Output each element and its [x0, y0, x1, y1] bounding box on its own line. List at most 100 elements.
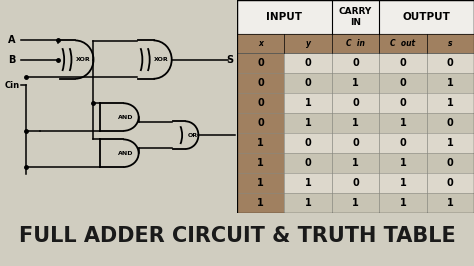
- Text: 0: 0: [352, 178, 359, 188]
- Bar: [284, 53, 332, 73]
- Text: C  out: C out: [390, 39, 416, 48]
- Text: CARRY
IN: CARRY IN: [339, 7, 372, 27]
- Text: s: s: [448, 39, 453, 48]
- Text: 0: 0: [447, 118, 454, 128]
- Bar: [332, 133, 379, 153]
- Bar: [379, 193, 427, 213]
- Text: 1: 1: [257, 178, 264, 188]
- Bar: [427, 73, 474, 93]
- Bar: [427, 113, 474, 133]
- Text: OR: OR: [188, 133, 198, 138]
- Bar: [332, 53, 379, 73]
- Bar: [284, 153, 332, 173]
- Text: AND: AND: [118, 115, 133, 119]
- Bar: [427, 173, 474, 193]
- Text: y: y: [306, 39, 310, 48]
- Text: 1: 1: [257, 158, 264, 168]
- Text: 0: 0: [257, 118, 264, 128]
- Text: 1: 1: [447, 98, 454, 108]
- Text: 0: 0: [305, 78, 311, 88]
- Text: 0: 0: [400, 58, 406, 68]
- Text: B: B: [8, 55, 16, 65]
- Bar: [379, 153, 427, 173]
- Text: 0: 0: [305, 138, 311, 148]
- Text: 1: 1: [400, 158, 406, 168]
- Bar: [237, 173, 284, 193]
- Bar: [284, 193, 332, 213]
- Bar: [332, 153, 379, 173]
- Bar: [284, 93, 332, 113]
- Bar: [427, 93, 474, 113]
- Text: 1: 1: [400, 118, 406, 128]
- Bar: [284, 73, 332, 93]
- Bar: [332, 173, 379, 193]
- Text: 0: 0: [400, 138, 406, 148]
- Text: 1: 1: [257, 198, 264, 208]
- Text: 1: 1: [400, 178, 406, 188]
- Text: 0: 0: [257, 58, 264, 68]
- Text: 1: 1: [305, 118, 311, 128]
- Text: x: x: [258, 39, 263, 48]
- Bar: [237, 153, 284, 173]
- Text: 0: 0: [352, 98, 359, 108]
- Text: XOR: XOR: [154, 57, 169, 62]
- Bar: [332, 73, 379, 93]
- Text: 1: 1: [352, 158, 359, 168]
- Bar: [427, 133, 474, 153]
- Text: 0: 0: [447, 178, 454, 188]
- Text: 0: 0: [400, 98, 406, 108]
- Bar: [379, 113, 427, 133]
- Bar: [332, 113, 379, 133]
- Bar: [284, 133, 332, 153]
- Bar: [237, 34, 474, 53]
- Text: 0: 0: [352, 58, 359, 68]
- Text: 1: 1: [352, 78, 359, 88]
- Text: 1: 1: [352, 198, 359, 208]
- Text: FULL ADDER CIRCUIT & TRUTH TABLE: FULL ADDER CIRCUIT & TRUTH TABLE: [18, 226, 456, 246]
- Text: 1: 1: [257, 138, 264, 148]
- Text: INPUT: INPUT: [266, 12, 302, 22]
- Text: 1: 1: [447, 78, 454, 88]
- Bar: [284, 113, 332, 133]
- Bar: [237, 53, 284, 73]
- Text: 0: 0: [447, 158, 454, 168]
- Text: 0: 0: [447, 58, 454, 68]
- Text: XOR: XOR: [75, 57, 91, 62]
- Bar: [427, 53, 474, 73]
- Bar: [332, 93, 379, 113]
- Text: 1: 1: [447, 198, 454, 208]
- Text: 0: 0: [305, 58, 311, 68]
- Bar: [379, 73, 427, 93]
- Text: OUTPUT: OUTPUT: [402, 12, 451, 22]
- Text: S: S: [226, 55, 234, 65]
- Text: 1: 1: [352, 118, 359, 128]
- Text: 1: 1: [400, 198, 406, 208]
- Text: 0: 0: [400, 78, 406, 88]
- Bar: [237, 193, 284, 213]
- Bar: [237, 113, 284, 133]
- Text: 0: 0: [257, 98, 264, 108]
- Bar: [237, 133, 284, 153]
- Text: 1: 1: [305, 178, 311, 188]
- Bar: [379, 53, 427, 73]
- Text: 0: 0: [352, 138, 359, 148]
- Bar: [237, 73, 284, 93]
- Bar: [427, 153, 474, 173]
- Bar: [379, 93, 427, 113]
- Text: A: A: [8, 35, 16, 45]
- Text: 1: 1: [305, 98, 311, 108]
- Bar: [379, 173, 427, 193]
- Bar: [237, 0, 474, 34]
- Text: 1: 1: [447, 138, 454, 148]
- Text: Cout: Cout: [237, 131, 257, 140]
- Bar: [427, 193, 474, 213]
- Bar: [379, 133, 427, 153]
- Bar: [237, 93, 284, 113]
- Text: 1: 1: [305, 198, 311, 208]
- Text: C  in: C in: [346, 39, 365, 48]
- Bar: [332, 193, 379, 213]
- Text: 0: 0: [257, 78, 264, 88]
- Text: AND: AND: [118, 151, 133, 156]
- Text: Cin: Cin: [4, 81, 19, 90]
- Bar: [284, 173, 332, 193]
